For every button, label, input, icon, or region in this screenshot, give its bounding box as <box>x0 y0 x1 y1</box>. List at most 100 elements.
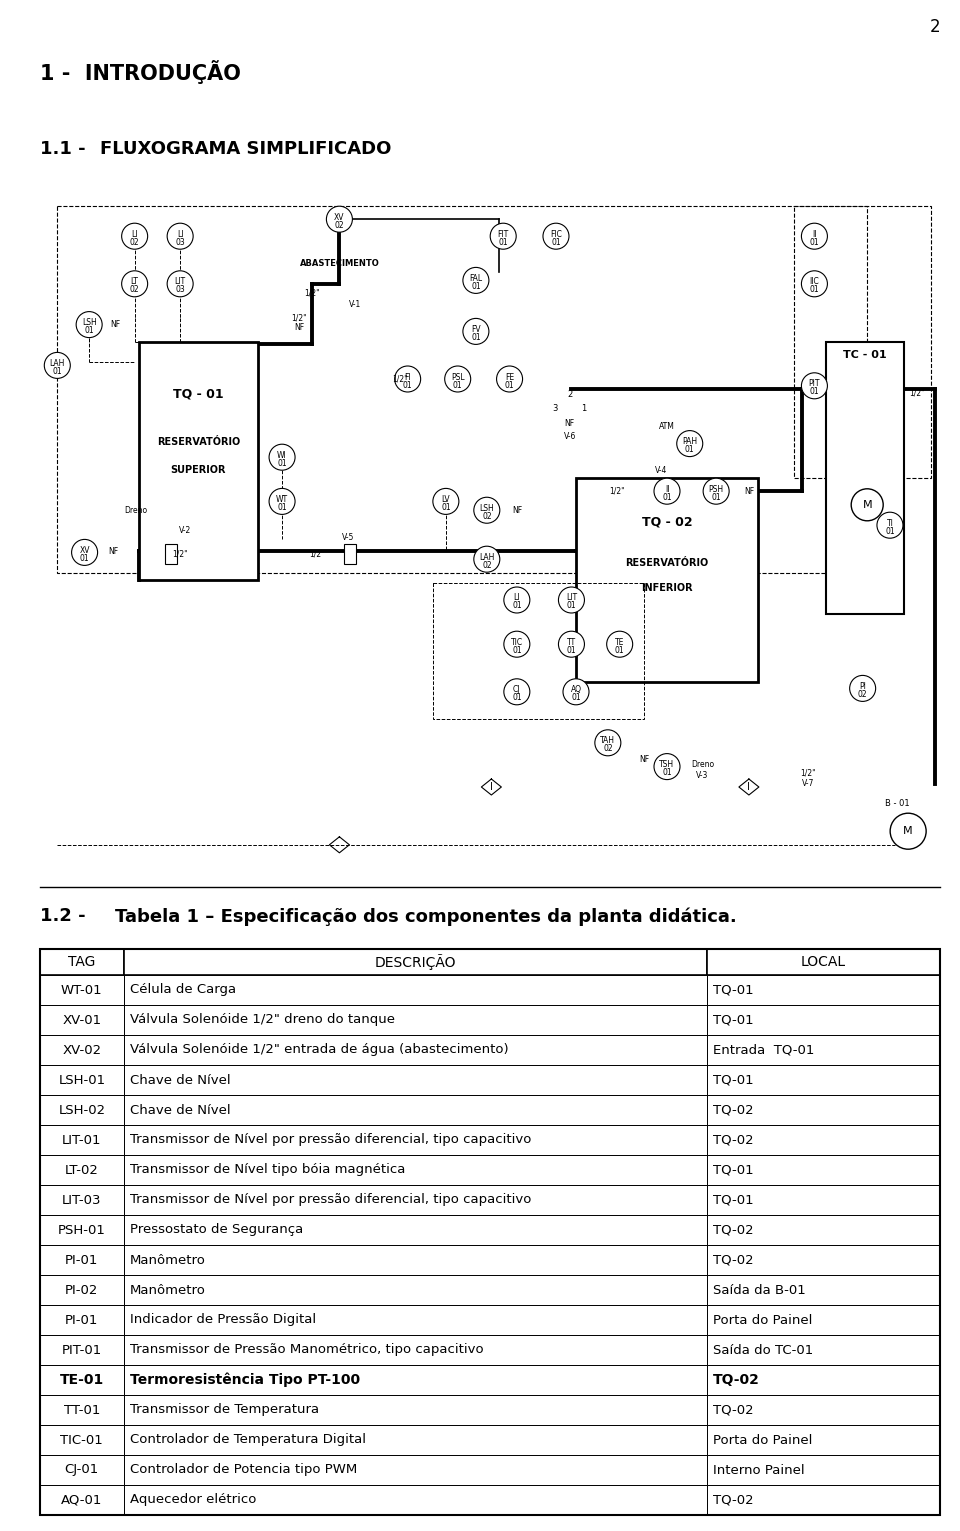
Text: 03: 03 <box>176 285 185 294</box>
Text: 01: 01 <box>441 502 450 511</box>
Bar <box>707 1304 940 1335</box>
Circle shape <box>474 547 500 573</box>
Circle shape <box>122 271 148 297</box>
Text: V-4: V-4 <box>655 467 667 475</box>
Text: TQ-02: TQ-02 <box>713 1254 754 1266</box>
Text: V-7: V-7 <box>802 779 814 788</box>
Bar <box>40 1125 124 1154</box>
Text: 03: 03 <box>176 237 185 246</box>
Text: TAG: TAG <box>68 955 96 969</box>
Circle shape <box>491 224 516 250</box>
Text: 01: 01 <box>571 694 581 703</box>
Text: 1/2": 1/2" <box>309 550 324 559</box>
Bar <box>40 1425 124 1454</box>
Text: V-1: V-1 <box>348 300 361 309</box>
Circle shape <box>802 271 828 297</box>
Circle shape <box>559 586 585 612</box>
Text: LI: LI <box>514 594 520 603</box>
Text: LT-02: LT-02 <box>65 1164 99 1176</box>
Text: Porta do Painel: Porta do Painel <box>713 1314 812 1326</box>
Text: CJ: CJ <box>513 686 520 694</box>
Text: AQ: AQ <box>570 686 582 694</box>
Text: 1/2": 1/2" <box>304 288 320 297</box>
Text: 01: 01 <box>614 646 625 655</box>
Text: XV: XV <box>80 547 90 554</box>
Text: 01: 01 <box>809 285 819 294</box>
Circle shape <box>167 224 193 250</box>
Text: TI: TI <box>886 519 894 528</box>
Text: 1/2": 1/2" <box>610 487 625 496</box>
Bar <box>707 1035 940 1066</box>
Text: LI: LI <box>132 230 138 239</box>
Text: 1/2": 1/2" <box>292 314 307 323</box>
Bar <box>707 1485 940 1516</box>
Bar <box>40 975 124 1004</box>
Text: Transmissor de Nível por pressão diferencial, tipo capacitivo: Transmissor de Nível por pressão diferen… <box>130 1133 531 1147</box>
Text: TQ-01: TQ-01 <box>713 1014 754 1026</box>
Text: M: M <box>862 499 872 510</box>
Text: LAH: LAH <box>50 358 65 367</box>
Text: Manômetro: Manômetro <box>130 1254 205 1266</box>
Text: PI: PI <box>859 681 866 690</box>
Text: TQ-02: TQ-02 <box>713 1133 754 1147</box>
Text: WI: WI <box>277 450 287 459</box>
Text: FI: FI <box>404 372 411 381</box>
Text: TQ-01: TQ-01 <box>713 1164 754 1176</box>
Text: TQ-01: TQ-01 <box>713 1194 754 1206</box>
Text: LIT-03: LIT-03 <box>62 1194 102 1206</box>
Text: 01: 01 <box>809 387 819 397</box>
Text: Chave de Nível: Chave de Nível <box>130 1104 230 1116</box>
Bar <box>707 1185 940 1216</box>
Text: LIT: LIT <box>175 277 185 286</box>
Text: NF: NF <box>108 547 118 556</box>
Text: ABASTECIMENTO: ABASTECIMENTO <box>300 259 379 268</box>
Text: LV: LV <box>442 495 450 504</box>
Text: 02: 02 <box>335 220 345 230</box>
Bar <box>124 1425 707 1454</box>
Text: TC - 01: TC - 01 <box>843 349 887 360</box>
Circle shape <box>463 268 489 294</box>
Text: PSH: PSH <box>708 485 724 493</box>
Circle shape <box>850 675 876 701</box>
Text: 01: 01 <box>277 459 287 467</box>
Text: TIC: TIC <box>511 638 523 646</box>
Text: WT: WT <box>276 495 288 504</box>
Text: 01: 01 <box>512 646 521 655</box>
Text: FAL: FAL <box>469 274 483 283</box>
Text: TQ-02: TQ-02 <box>713 1494 754 1507</box>
Text: M: M <box>903 827 913 836</box>
Bar <box>124 949 707 975</box>
Bar <box>40 1304 124 1335</box>
Bar <box>40 1395 124 1425</box>
Text: CJ-01: CJ-01 <box>64 1464 99 1476</box>
Text: NF: NF <box>744 487 755 496</box>
Text: 1/2": 1/2" <box>909 387 925 397</box>
Text: LSH: LSH <box>479 504 494 513</box>
Text: 02: 02 <box>858 690 868 698</box>
Bar <box>124 1035 707 1066</box>
Text: FIC: FIC <box>550 230 562 239</box>
Text: PAH: PAH <box>683 436 697 446</box>
Bar <box>124 1095 707 1125</box>
Circle shape <box>607 631 633 657</box>
Bar <box>40 949 124 975</box>
Text: 3: 3 <box>552 404 558 413</box>
Bar <box>707 1395 940 1425</box>
Bar <box>40 1095 124 1125</box>
Circle shape <box>504 678 530 704</box>
Text: PI-01: PI-01 <box>65 1314 99 1326</box>
Text: Pressostato de Segurança: Pressostato de Segurança <box>130 1223 303 1237</box>
Circle shape <box>504 631 530 657</box>
Bar <box>827 341 903 614</box>
Bar <box>40 1335 124 1366</box>
Text: 1.1 -: 1.1 - <box>40 139 92 158</box>
Bar <box>40 1366 124 1395</box>
Circle shape <box>496 366 522 392</box>
Text: Dreno: Dreno <box>691 759 714 769</box>
Text: TQ-02: TQ-02 <box>713 1373 759 1387</box>
Text: LOCAL: LOCAL <box>801 955 846 969</box>
Bar <box>707 975 940 1004</box>
Circle shape <box>44 352 70 378</box>
Text: II: II <box>664 485 669 493</box>
Bar <box>40 949 940 1516</box>
